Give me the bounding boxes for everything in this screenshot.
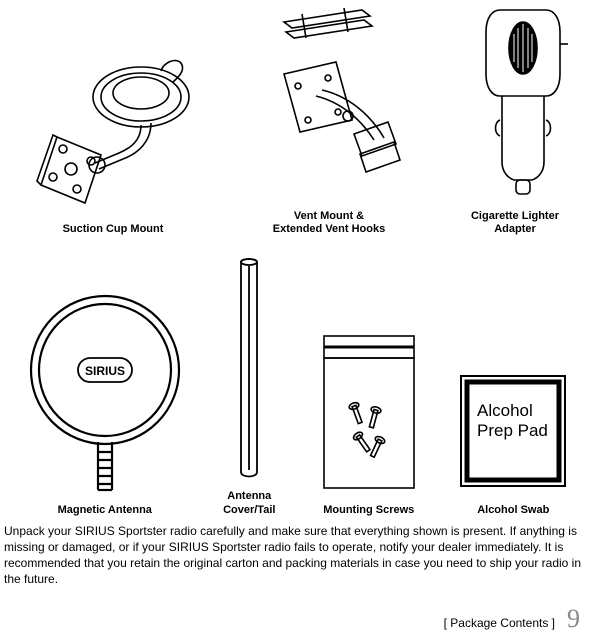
mounting-screws-label: Mounting Screws (323, 504, 414, 517)
cigarette-lighter-adapter-illustration (460, 4, 570, 204)
page-number: 9 (567, 604, 580, 634)
alcohol-swab-label: Alcohol Swab (477, 504, 549, 517)
item-antenna-cover: Antenna Cover/Tail (204, 254, 294, 516)
item-magnetic-antenna: SIRIUS Magnetic Antenna (15, 278, 195, 517)
alcohol-swab-illustration: Alcohol Prep Pad (453, 368, 573, 498)
item-alcohol-swab: Alcohol Prep Pad Alcohol Swab (443, 368, 583, 517)
magnetic-antenna-illustration: SIRIUS (20, 278, 190, 498)
alcohol-swab-print-line1: Alcohol (477, 401, 533, 420)
item-cigarette-lighter-adapter: Cigarette Lighter Adapter (445, 4, 585, 236)
page-footer: [ Package Contents ] 9 (444, 604, 580, 634)
body-text: Unpack your SIRIUS Sportster radio caref… (0, 517, 598, 588)
antenna-cover-illustration (229, 254, 269, 484)
cigarette-lighter-adapter-label: Cigarette Lighter Adapter (471, 210, 559, 236)
suction-cup-mount-illustration (23, 27, 203, 217)
suction-cup-mount-label: Suction Cup Mount (63, 223, 164, 236)
mounting-screws-illustration (314, 328, 424, 498)
vent-mount-illustration (244, 4, 414, 204)
item-suction-cup-mount: Suction Cup Mount (13, 27, 213, 236)
item-vent-mount: Vent Mount & Extended Vent Hooks (239, 4, 419, 236)
alcohol-swab-print-line2: Prep Pad (477, 421, 548, 440)
antenna-brand-text: SIRIUS (85, 364, 125, 378)
magnetic-antenna-label: Magnetic Antenna (58, 504, 152, 517)
antenna-cover-label: Antenna Cover/Tail (223, 490, 275, 516)
item-mounting-screws: Mounting Screws (304, 328, 434, 517)
footer-section: [ Package Contents ] (444, 616, 555, 630)
vent-mount-label: Vent Mount & Extended Vent Hooks (273, 210, 385, 236)
